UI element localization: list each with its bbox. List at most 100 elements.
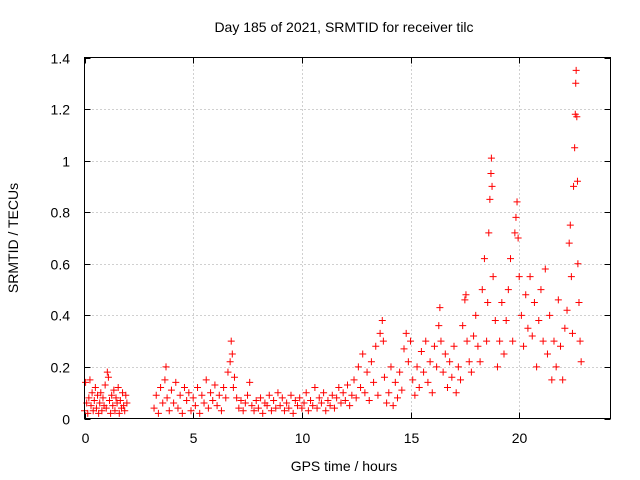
data-point	[289, 409, 297, 417]
data-point	[404, 358, 412, 366]
data-point	[122, 391, 130, 399]
data-point	[252, 396, 260, 404]
data-point	[370, 378, 378, 386]
data-point	[226, 358, 234, 366]
data-point	[550, 337, 558, 345]
data-point	[265, 391, 273, 399]
data-point	[296, 394, 304, 402]
data-point	[278, 394, 286, 402]
data-point	[417, 347, 425, 355]
data-point	[487, 170, 495, 178]
data-point	[174, 404, 182, 412]
data-point	[374, 391, 382, 399]
data-point	[467, 368, 475, 376]
data-point	[237, 396, 245, 404]
data-point	[491, 317, 499, 325]
data-point	[465, 358, 473, 366]
data-point	[348, 391, 356, 399]
data-point	[270, 396, 278, 404]
data-point	[437, 337, 445, 345]
data-point	[189, 394, 197, 402]
data-point	[313, 404, 321, 412]
data-point	[320, 389, 328, 397]
data-point	[575, 298, 583, 306]
data-point	[82, 378, 90, 386]
data-point	[426, 358, 434, 366]
data-point	[267, 407, 275, 415]
data-point	[446, 358, 454, 366]
data-point	[443, 384, 451, 392]
data-point	[200, 399, 208, 407]
data-point	[565, 239, 573, 247]
y-tick-label: 1.2	[51, 102, 71, 118]
data-point	[435, 322, 443, 330]
data-point	[91, 384, 99, 392]
data-point	[493, 363, 501, 371]
data-point	[352, 394, 360, 402]
y-tick-label: 1	[62, 154, 70, 170]
data-point	[577, 358, 585, 366]
data-point	[511, 229, 519, 237]
data-point	[574, 260, 582, 268]
data-point	[548, 376, 556, 384]
data-point	[152, 391, 160, 399]
data-point	[283, 399, 291, 407]
x-tick-label: 0	[82, 430, 90, 446]
data-point	[561, 324, 569, 332]
data-point	[507, 255, 515, 263]
data-point	[380, 373, 388, 381]
data-point	[448, 373, 456, 381]
data-point	[572, 66, 580, 74]
data-point	[537, 286, 545, 294]
data-point	[489, 273, 497, 281]
data-point	[248, 402, 256, 410]
data-point	[554, 296, 562, 304]
data-point	[452, 389, 460, 397]
data-point	[204, 404, 212, 412]
y-tick-label: 0.8	[51, 205, 71, 221]
data-point	[250, 407, 258, 415]
data-point	[387, 363, 395, 371]
data-point	[116, 396, 124, 404]
data-point	[235, 404, 243, 412]
data-point	[159, 399, 167, 407]
data-point	[88, 389, 96, 397]
data-point	[220, 384, 228, 392]
data-point	[573, 113, 581, 121]
data-point	[513, 198, 521, 206]
data-point	[274, 389, 282, 397]
data-point	[420, 368, 428, 376]
data-point	[389, 402, 397, 410]
y-tick-label: 0	[62, 412, 70, 428]
data-point	[372, 342, 380, 350]
data-point	[498, 298, 506, 306]
data-point	[461, 296, 469, 304]
data-point	[385, 389, 393, 397]
data-point	[259, 409, 267, 417]
y-tick-label: 0.6	[51, 257, 71, 273]
data-point	[222, 394, 230, 402]
data-point	[409, 376, 417, 384]
data-point	[330, 404, 338, 412]
data-point	[400, 345, 408, 353]
data-point	[304, 407, 312, 415]
data-point	[344, 381, 351, 389]
data-point	[430, 342, 438, 350]
data-point	[398, 386, 406, 394]
data-point	[563, 306, 571, 314]
data-point	[433, 363, 441, 371]
data-point	[572, 79, 580, 87]
data-point	[570, 182, 578, 190]
data-point	[162, 363, 170, 371]
data-point	[103, 368, 111, 376]
grid-lines	[84, 57, 611, 419]
data-point	[335, 384, 343, 392]
x-tick-label: 15	[404, 430, 420, 446]
x-tick-label: 20	[512, 430, 528, 446]
data-point	[150, 404, 158, 412]
y-tick-label: 1.4	[51, 51, 71, 67]
data-point	[367, 358, 375, 366]
data-point	[520, 342, 528, 350]
data-point	[533, 363, 541, 371]
data-point	[376, 329, 384, 337]
